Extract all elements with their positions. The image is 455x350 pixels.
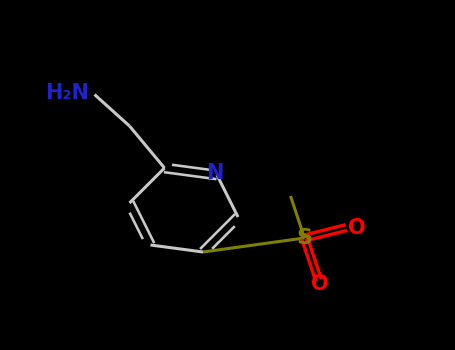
Text: N: N [207, 163, 224, 183]
Text: O: O [348, 217, 366, 238]
Text: S: S [297, 228, 313, 248]
Text: O: O [311, 273, 329, 294]
Text: H₂N: H₂N [46, 83, 89, 103]
